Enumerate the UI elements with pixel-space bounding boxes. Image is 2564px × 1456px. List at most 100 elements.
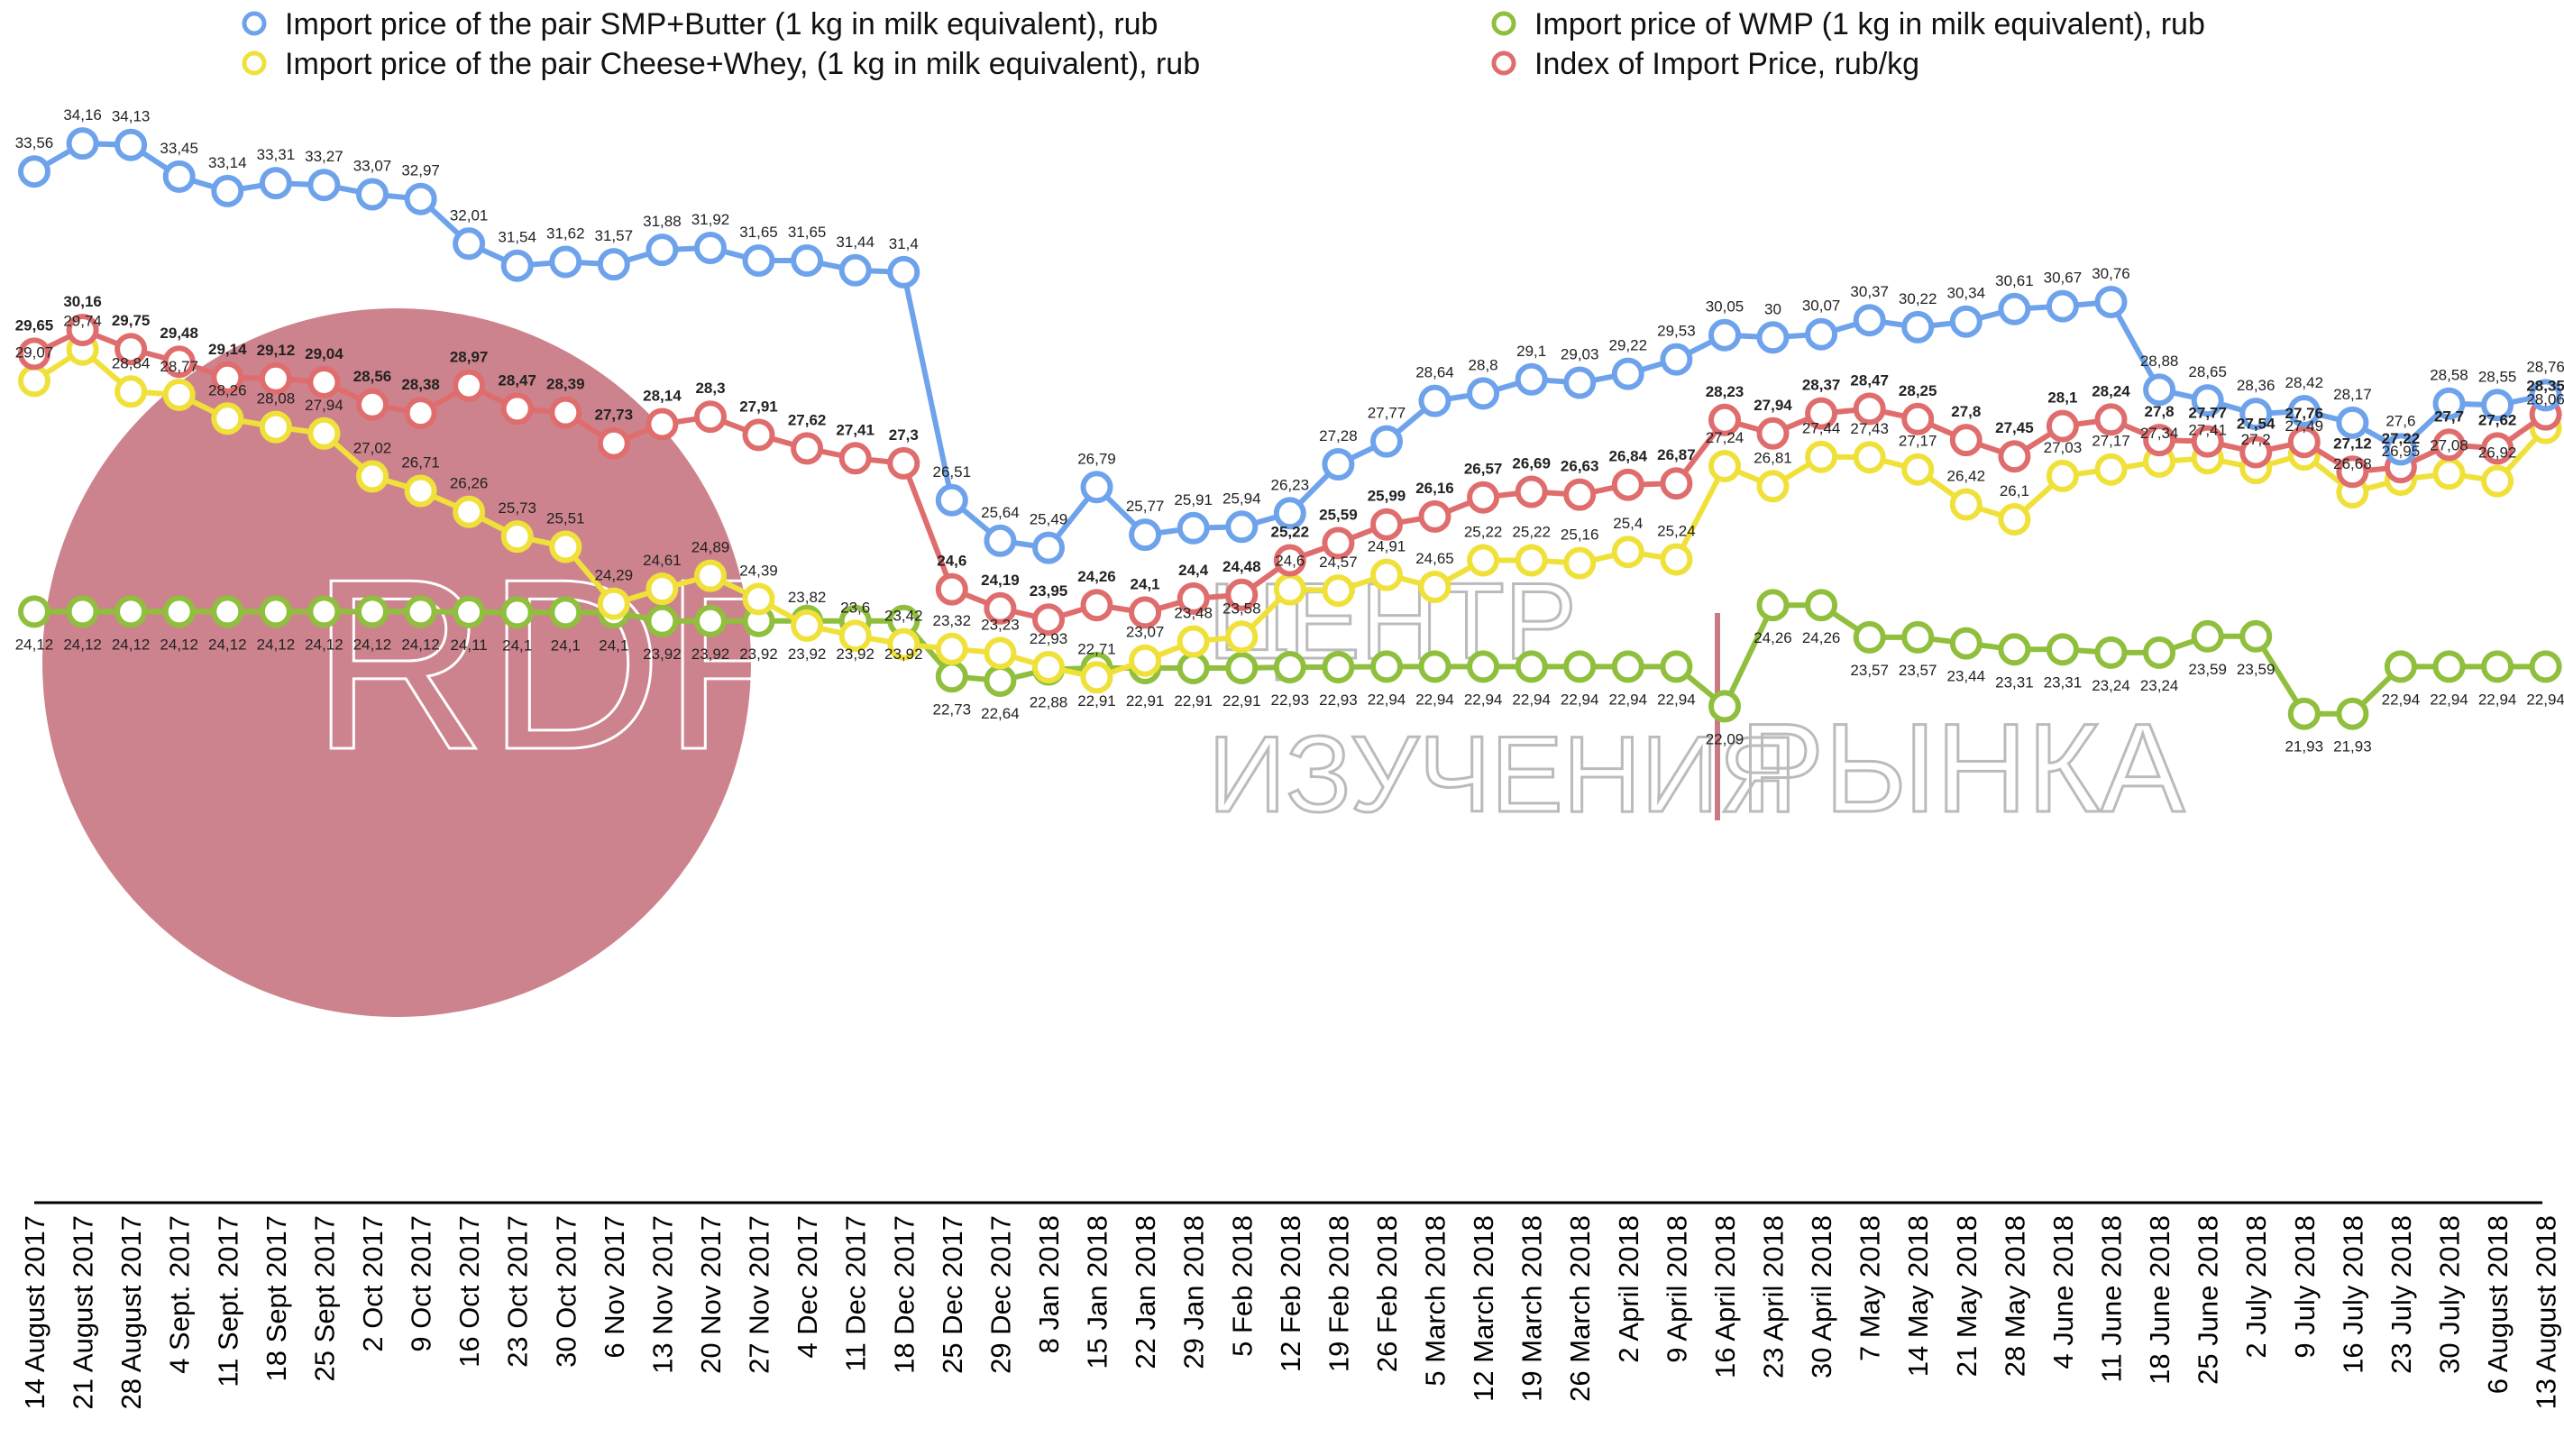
data-label: 28,36 xyxy=(2237,377,2276,394)
series-4-point xyxy=(1805,397,1838,430)
series-2-point xyxy=(887,627,920,661)
data-label: 23,92 xyxy=(836,646,875,663)
x-tick-label: 13 Nov 2017 xyxy=(646,1215,678,1374)
series-3-point xyxy=(1418,650,1451,683)
series-1-point xyxy=(742,244,775,277)
series-4-point xyxy=(1467,481,1500,514)
data-label: 25,49 xyxy=(1030,511,1068,528)
data-label: 28,88 xyxy=(2140,353,2179,370)
data-label: 24,29 xyxy=(595,567,634,584)
data-label: 28,56 xyxy=(353,368,392,385)
series-3-point xyxy=(935,660,968,693)
data-label: 24,65 xyxy=(1415,550,1454,567)
legend-marker-1 xyxy=(242,11,267,36)
series-4-point xyxy=(66,314,99,346)
data-label: 30,76 xyxy=(2092,265,2130,282)
data-label: 23,92 xyxy=(788,646,827,663)
data-label: 22,94 xyxy=(1512,691,1551,708)
series-4-point xyxy=(2239,435,2273,469)
series-4-point xyxy=(2046,409,2079,443)
data-label: 23,31 xyxy=(2044,673,2083,691)
data-label: 26,63 xyxy=(1561,458,1599,475)
series-1-point xyxy=(597,248,630,281)
series-3-point xyxy=(1853,620,1886,654)
data-label: 23,59 xyxy=(2188,661,2227,678)
data-label: 27,8 xyxy=(2145,403,2175,420)
series-1-point xyxy=(259,167,292,200)
x-tick-label: 25 Sept 2017 xyxy=(308,1215,340,1381)
series-1-point xyxy=(1756,321,1790,354)
series-1-point xyxy=(211,174,244,207)
series-1-point xyxy=(162,160,196,193)
series-2-point xyxy=(1225,620,1259,654)
series-1-point xyxy=(2432,387,2466,420)
legend-label-3: Import price of WMP (1 kg in milk equiva… xyxy=(1534,7,2205,41)
data-label: 23,95 xyxy=(1030,582,1068,600)
series-3-point xyxy=(500,596,534,629)
series-4-point xyxy=(1708,403,1741,436)
series-2-point xyxy=(1998,503,2031,536)
data-label: 26,79 xyxy=(1077,450,1116,467)
data-label: 22,94 xyxy=(2526,691,2564,708)
x-tick-label: 2 Oct 2017 xyxy=(357,1215,389,1352)
data-label: 27,49 xyxy=(2285,417,2324,435)
data-label: 28,65 xyxy=(2188,363,2227,380)
series-2-point xyxy=(114,375,148,408)
data-label: 22,94 xyxy=(1609,691,1648,708)
x-tick-label: 8 Jan 2018 xyxy=(1033,1215,1065,1353)
series-4-point xyxy=(838,442,872,475)
x-tick-label: 19 Feb 2018 xyxy=(1323,1215,1354,1372)
data-label: 26,42 xyxy=(1947,468,1986,485)
data-label: 26,84 xyxy=(1609,448,1648,465)
x-tick-label: 16 Oct 2017 xyxy=(453,1215,485,1368)
watermark-line2: ИЗУЧЕНИЯ xyxy=(1208,714,1797,835)
data-label: 31,54 xyxy=(498,229,536,246)
x-tick-label: 27 Nov 2017 xyxy=(744,1215,775,1374)
series-4-point xyxy=(2191,425,2224,458)
x-tick-label: 14 May 2018 xyxy=(1902,1215,1934,1377)
series-2-point xyxy=(1949,488,1983,521)
series-3-labels: 24,12 24,12 24,12 24,12 24,12 24,12 24,12 24,12… xyxy=(15,629,2564,755)
data-label: 27,41 xyxy=(836,421,875,438)
data-label: 24,61 xyxy=(643,552,682,569)
data-label: 22,91 xyxy=(1077,692,1116,710)
data-label: 22,64 xyxy=(981,705,1020,722)
series-3-point xyxy=(1225,652,1259,684)
x-tick-label: 23 July 2018 xyxy=(2385,1215,2417,1374)
series-4-point xyxy=(791,432,824,465)
data-label: 22,71 xyxy=(1077,640,1116,657)
data-label: 22,94 xyxy=(1368,691,1406,708)
data-label: 27,12 xyxy=(2333,435,2372,452)
data-label: 29,75 xyxy=(112,312,151,329)
series-2-point xyxy=(1129,644,1162,677)
x-tick-label: 28 August 2017 xyxy=(115,1215,147,1409)
series-2-point xyxy=(453,495,486,528)
series-2-point xyxy=(1660,543,1693,576)
data-label: 28,06 xyxy=(2526,391,2564,408)
data-label: 22,93 xyxy=(1271,691,1310,709)
data-label: 24,19 xyxy=(981,572,1020,589)
series-3-point xyxy=(1660,650,1693,683)
data-label: 26,1 xyxy=(2000,482,2029,499)
x-tick-label: 20 Nov 2017 xyxy=(695,1215,727,1374)
series-4-point xyxy=(984,591,1017,625)
data-label: 28,55 xyxy=(2478,368,2517,385)
series-2-point xyxy=(1032,651,1065,683)
x-tick-label: 16 April 2018 xyxy=(1709,1215,1741,1378)
data-label: 25,94 xyxy=(1222,490,1261,507)
data-label: 26,57 xyxy=(1464,461,1503,478)
series-3-point xyxy=(2432,650,2466,683)
x-tick-label: 18 Dec 2017 xyxy=(888,1215,920,1374)
data-label: 24,1 xyxy=(599,636,628,654)
series-1-point xyxy=(18,155,50,188)
series-1-point xyxy=(404,182,437,215)
data-label: 25,22 xyxy=(1464,524,1503,541)
series-1-labels: 33,56 34,16 34,13 33,45 33,14 33,31 33,27 33,07… xyxy=(15,106,2564,527)
data-label: 22,93 xyxy=(1319,691,1358,709)
data-label: 22,94 xyxy=(1561,691,1599,708)
x-tick-label: 4 Sept. 2017 xyxy=(164,1215,196,1374)
data-label: 27,3 xyxy=(889,426,919,444)
data-label: 22,94 xyxy=(1657,691,1696,708)
data-label: 27,94 xyxy=(1754,397,1792,414)
data-label: 29,03 xyxy=(1561,346,1599,363)
